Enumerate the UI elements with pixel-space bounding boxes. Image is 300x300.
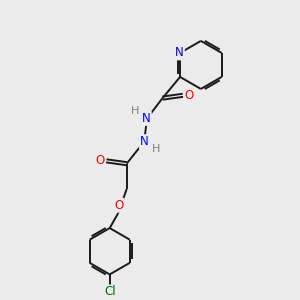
Text: O: O (114, 199, 123, 212)
Text: N: N (175, 46, 184, 59)
Text: Cl: Cl (104, 285, 116, 298)
Text: N: N (142, 112, 151, 125)
Text: H: H (131, 106, 139, 116)
Text: O: O (95, 154, 105, 167)
Text: N: N (140, 135, 148, 148)
Text: H: H (152, 144, 160, 154)
Text: O: O (184, 89, 194, 102)
